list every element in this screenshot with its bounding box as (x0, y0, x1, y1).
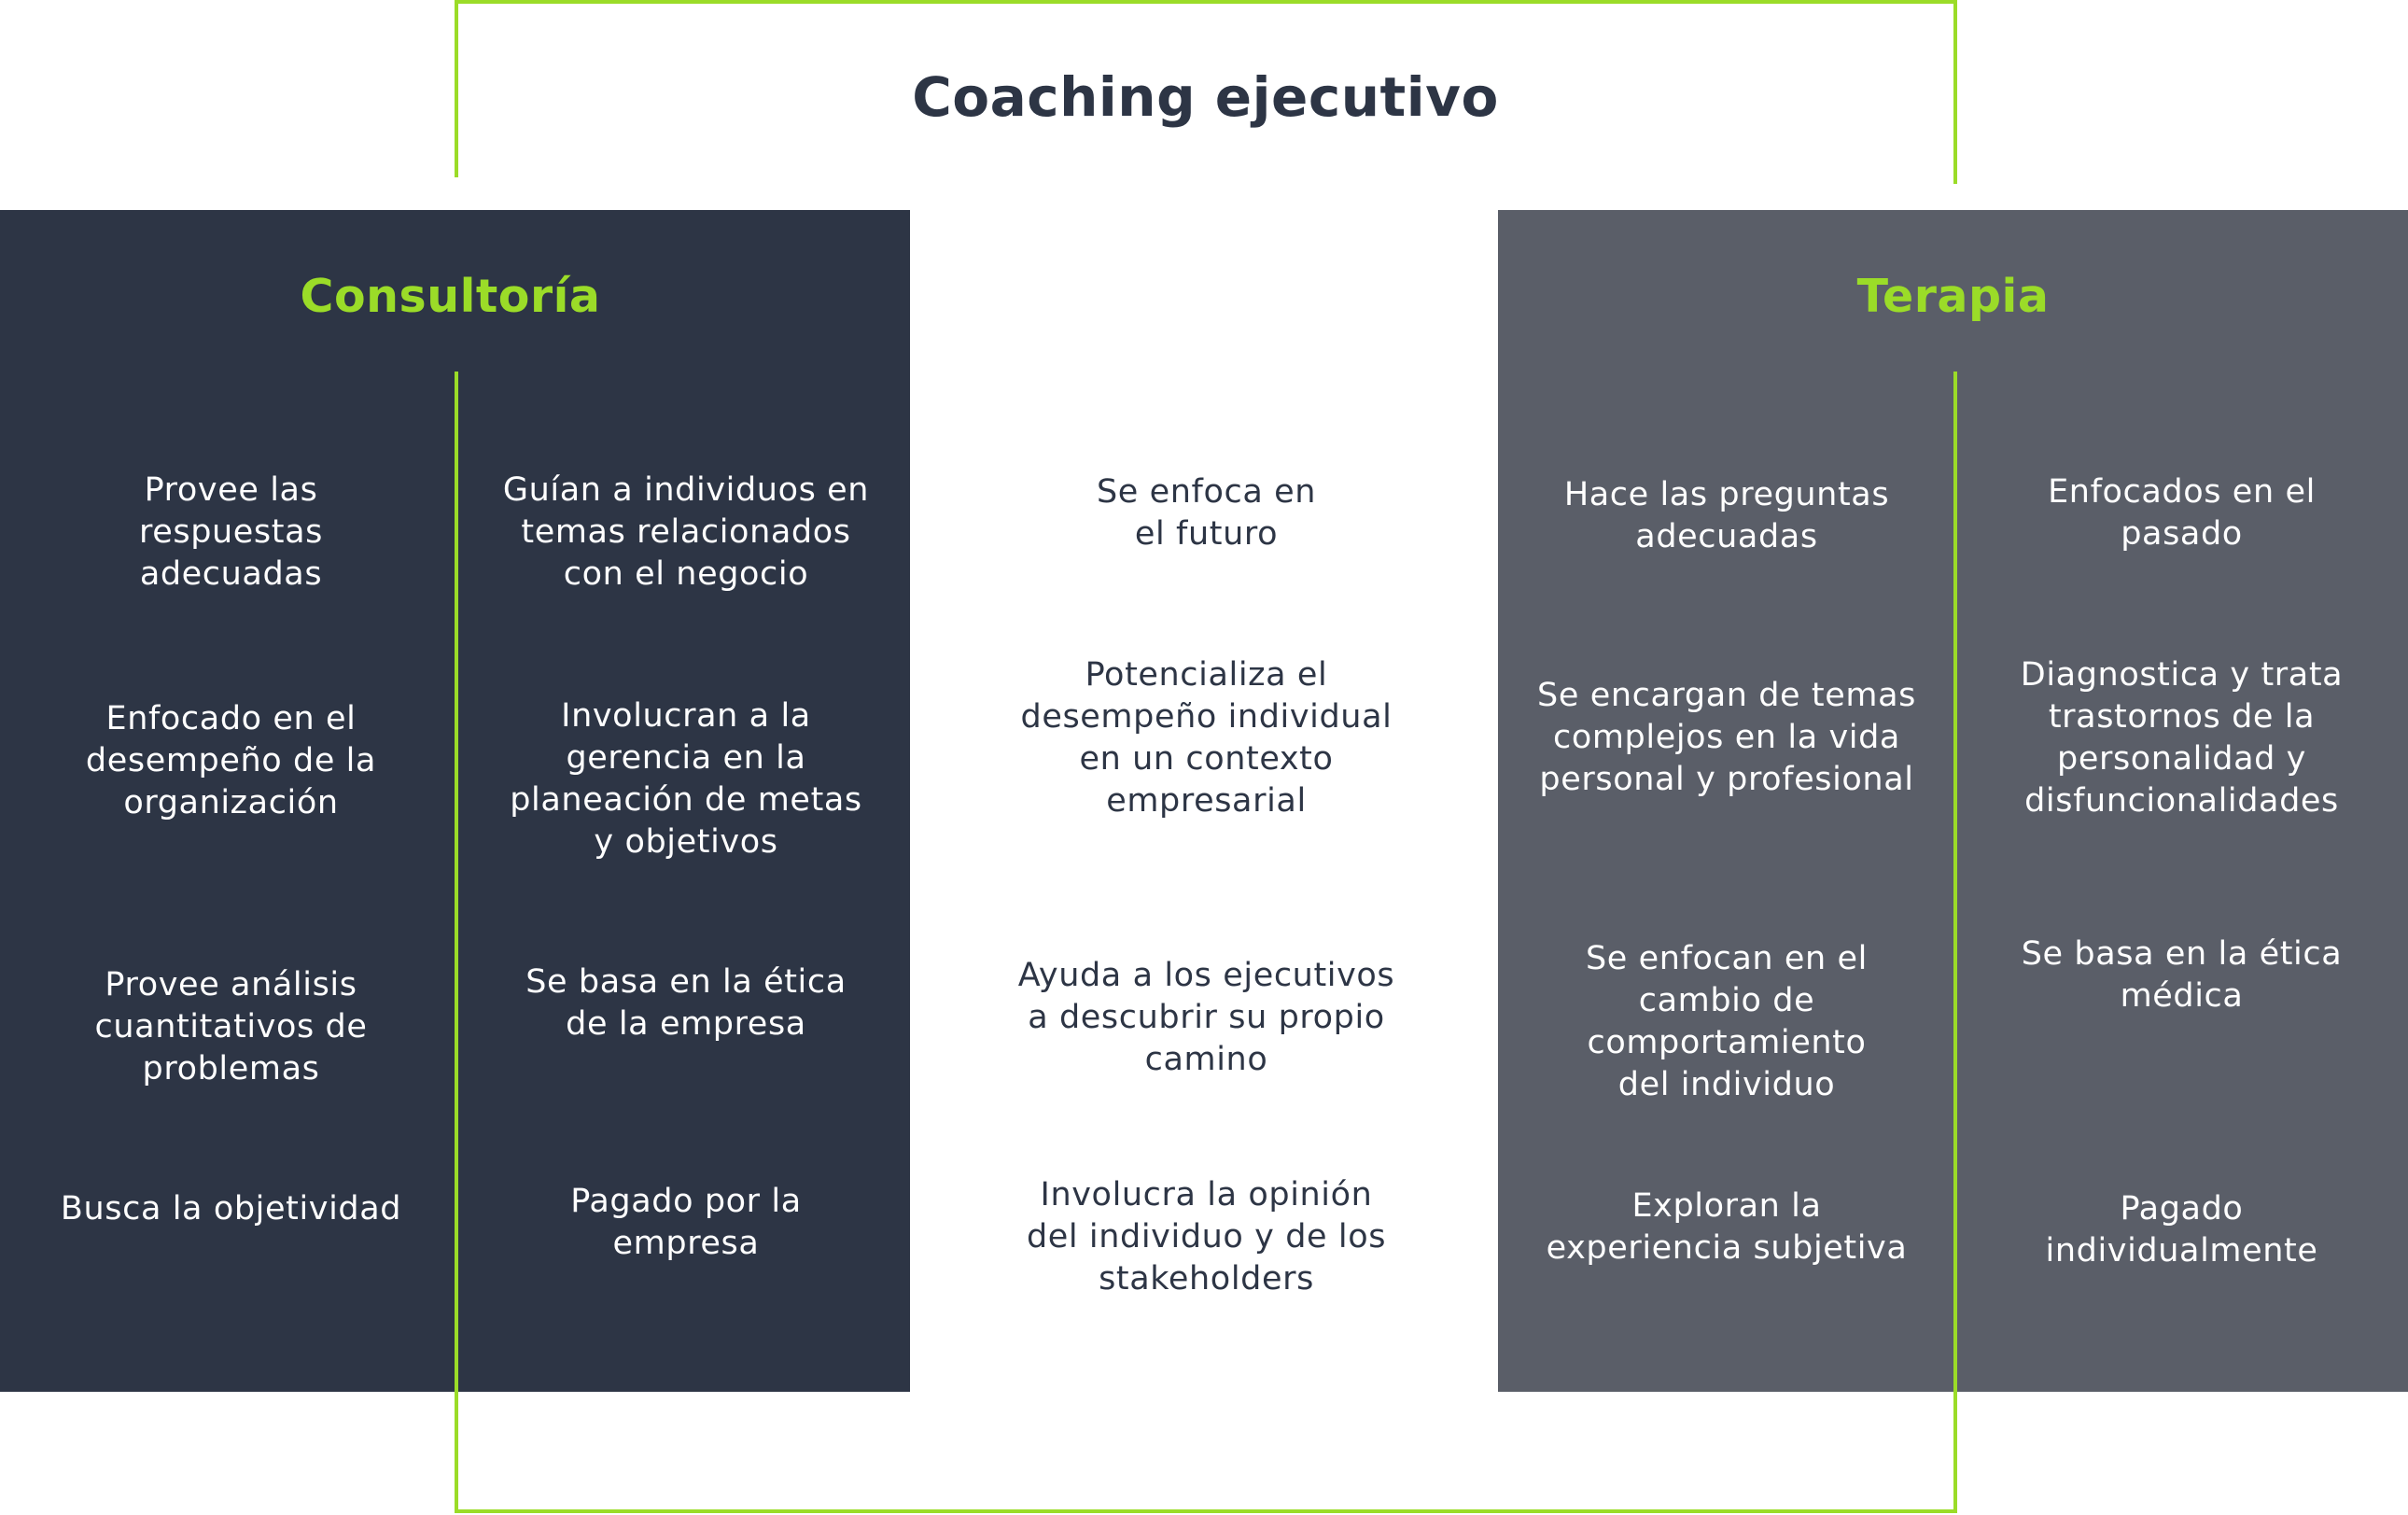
consultoria-col2-item: Involucran a la gerencia en la planeació… (510, 697, 862, 861)
terapia-col1-item: Se encargan de temas complejos en la vid… (1537, 676, 1916, 798)
consultoria-col2-item: Se basa en la ética de la empresa (525, 963, 847, 1043)
consultoria-col2-item: Pagado por la empresa (570, 1183, 802, 1262)
terapia-panel (1498, 210, 2408, 1392)
coaching-frame-left-lower (455, 372, 458, 1513)
terapia-col2-item: Pagado individualmente (2045, 1190, 2318, 1270)
consultoria-col1-item: Busca la objetividad (60, 1189, 402, 1227)
coaching-frame-top (455, 0, 1957, 4)
consultoria-col1-item: Provee análisis cuantitativos de problem… (94, 965, 368, 1087)
coaching-item: Se enfoca en el futuro (1096, 473, 1317, 553)
terapia-heading: Terapia (1856, 269, 2050, 323)
terapia-col1-item: Exploran la experiencia subjetiva (1546, 1187, 1908, 1267)
terapia-col1-item: Hace las preguntas adecuadas (1563, 476, 1890, 555)
consultoria-col1-item: Provee las respuestas adecuadas (139, 470, 323, 593)
terapia-col2-item: Diagnostica y trata trastornos de la per… (2020, 656, 2344, 820)
consultoria-col1-item: Enfocado en el desempeño de la organizac… (85, 699, 377, 821)
terapia-col1-item: Se enfocan en el cambio de comportamient… (1585, 940, 1869, 1103)
coaching-item: Involucra la opinión del individuo y de … (1026, 1175, 1387, 1298)
terapia-col2-item: Enfocados en el pasado (2048, 473, 2316, 553)
page-title: Coaching ejecutivo (912, 65, 1499, 129)
coaching-item: Potencializa el desempeño individual en … (1020, 656, 1393, 820)
coaching-item: Ayuda a los ejecutivos a descubrir su pr… (1017, 956, 1395, 1078)
coaching-frame-right-lower (1953, 372, 1957, 1513)
consultoria-col2-item: Guían a individuos en temas relacionados… (502, 470, 870, 593)
coaching-frame-bottom (455, 1509, 1957, 1513)
terapia-col2-item: Se basa en la ética médica (2021, 935, 2343, 1015)
coaching-frame-right-upper (1953, 0, 1957, 184)
consultoria-heading: Consultoría (300, 269, 601, 323)
coaching-frame-left-upper (455, 0, 458, 177)
